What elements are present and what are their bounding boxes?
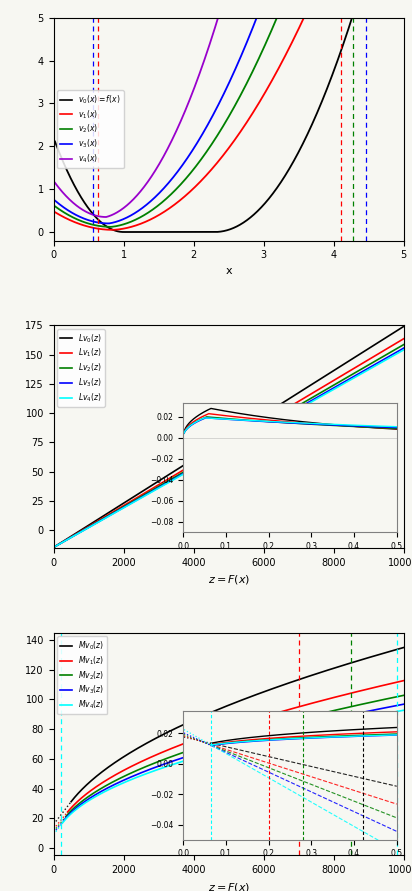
X-axis label: x: x bbox=[225, 266, 232, 276]
Legend: $v_0(x)=f(x)$, $v_1(x)$, $v_2(x)$, $v_3(x)$, $v_4(x)$: $v_0(x)=f(x)$, $v_1(x)$, $v_2(x)$, $v_3(… bbox=[57, 90, 124, 168]
Legend: $Mv_0(z)$, $Mv_1(z)$, $Mv_2(z)$, $Mv_3(z)$, $Mv_4(z)$: $Mv_0(z)$, $Mv_1(z)$, $Mv_2(z)$, $Mv_3(z… bbox=[57, 636, 107, 715]
X-axis label: $z=F(x)$: $z=F(x)$ bbox=[208, 573, 250, 586]
X-axis label: $z=F(x)$: $z=F(x)$ bbox=[208, 880, 250, 891]
Legend: $Lv_0(z)$, $Lv_1(z)$, $Lv_2(z)$, $Lv_3(z)$, $Lv_4(z)$: $Lv_0(z)$, $Lv_1(z)$, $Lv_2(z)$, $Lv_3(z… bbox=[57, 329, 105, 407]
